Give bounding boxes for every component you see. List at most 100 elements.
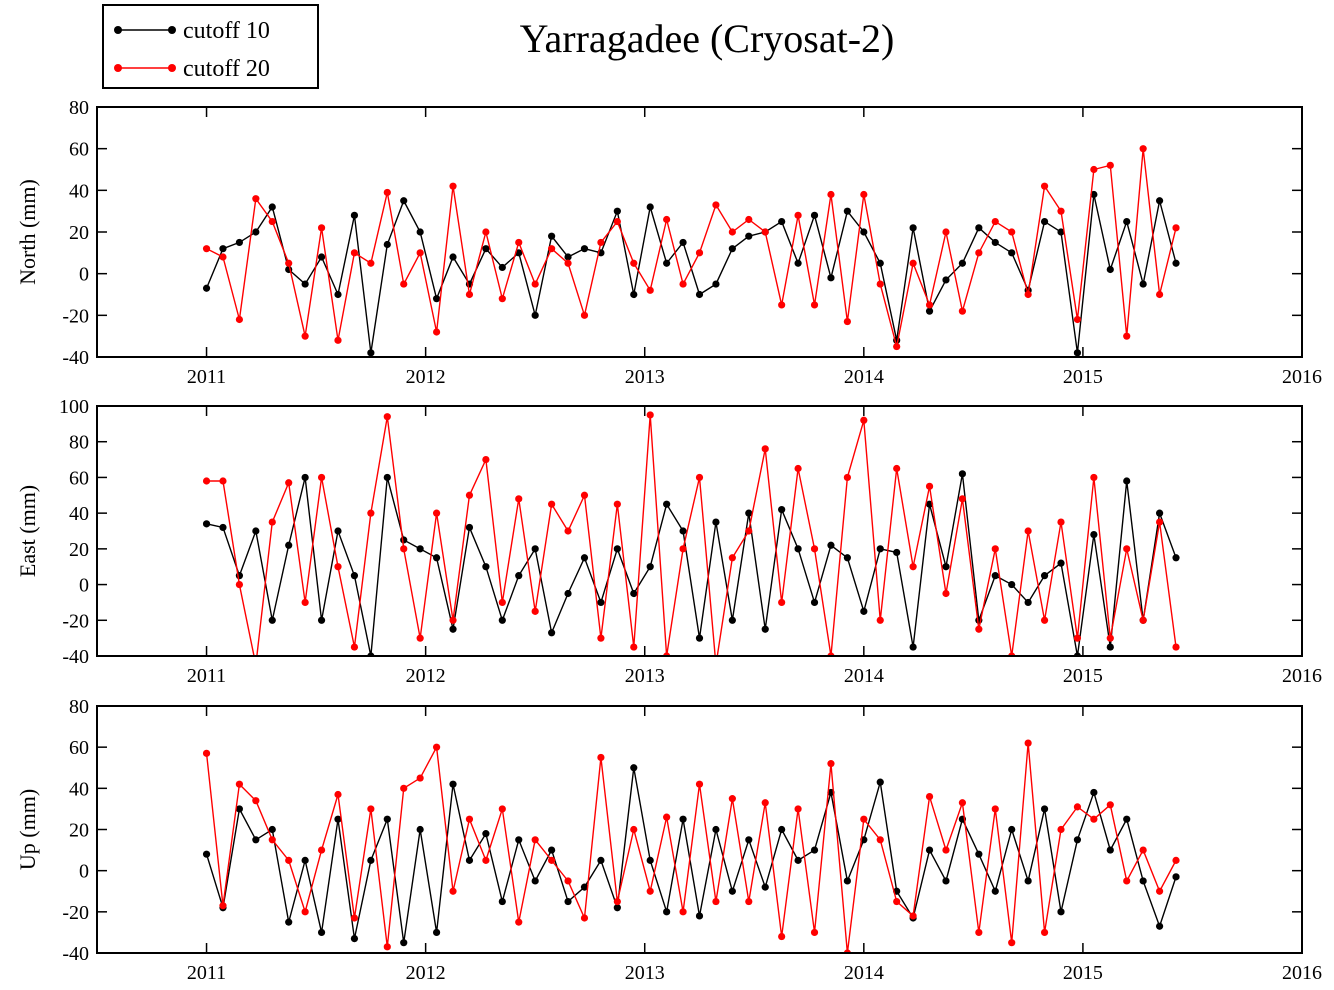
data-point [1008,580,1016,589]
data-point [810,928,819,937]
x-tick-label: 2015 [1063,665,1103,687]
data-point [909,912,917,920]
data-point [909,259,917,267]
data-point [991,217,999,226]
data-point [761,799,769,807]
data-point [843,473,851,482]
data-point [876,280,884,288]
data-point [925,846,934,854]
data-point [1073,349,1082,357]
y-tick-label: 60 [69,737,89,759]
y-tick-label: 40 [69,778,89,800]
data-point [252,797,260,805]
data-point [432,295,441,303]
data-point [1090,530,1098,539]
data-point [794,259,802,267]
data-point [1024,527,1032,535]
data-point [597,634,605,642]
data-point [909,643,917,651]
data-point [1090,190,1098,199]
x-tick-label: 2015 [1063,366,1103,388]
data-point [958,259,967,267]
legend-label: cutoff 10 [183,18,270,44]
data-point [432,928,441,937]
data-point [1057,518,1065,526]
data-point [498,598,506,607]
data-point [1024,290,1032,299]
data-point [383,473,391,482]
data-point [893,464,901,473]
data-point [1123,815,1131,823]
data-point [1123,217,1131,226]
data-point [432,509,441,517]
data-point [383,815,391,823]
data-point [1139,877,1147,885]
x-tick-label: 2014 [844,962,884,984]
y-tick-label: 60 [69,139,89,161]
data-point [646,286,654,294]
data-point [876,836,884,844]
data-point [334,290,342,299]
data-point [876,545,884,553]
data-point [761,445,769,453]
data-point [679,545,687,553]
y-tick-label: 20 [69,820,89,842]
data-point [317,616,326,624]
data-point [613,207,621,215]
y-tick-label: -40 [62,646,89,668]
x-tick-label: 2011 [187,366,226,388]
data-point [580,311,589,319]
data-point [893,548,901,557]
data-point [548,856,556,864]
data-point [564,877,572,885]
data-point [400,536,408,544]
data-point [613,897,621,906]
data-point [350,572,359,580]
data-point [860,190,868,199]
data-point [1008,228,1016,236]
data-point [235,238,244,247]
data-point [1008,249,1016,257]
data-point [1008,939,1016,947]
data-point [991,238,999,247]
data-point [1106,634,1114,642]
data-point [580,914,589,922]
series-line [206,148,1177,347]
data-point [252,661,259,668]
y-tick-label: -20 [62,902,89,924]
data-point [597,598,605,607]
data-point [778,505,786,514]
data-point [432,328,441,336]
data-point [630,643,638,651]
data-point [745,527,753,535]
data-point [695,290,704,299]
data-point [1155,518,1164,526]
data-point [712,201,720,209]
x-tick-label: 2016 [1282,366,1322,388]
data-point [482,228,490,236]
data-point [925,301,934,309]
data-point [268,616,276,624]
data-point [301,598,309,607]
data-point [679,280,687,288]
data-point [876,259,884,267]
data-point [630,589,638,598]
data-point [794,545,802,553]
data-point [235,780,244,788]
y-tick-label: -40 [62,943,89,965]
data-point [663,500,671,508]
data-point [1090,815,1098,823]
data-point [548,232,556,240]
data-point [794,464,802,473]
legend-marker [114,64,122,72]
data-point [268,518,276,526]
data-point [515,572,523,580]
data-point [416,634,424,642]
data-point [334,815,342,823]
data-point [663,259,671,267]
data-point [876,616,884,624]
data-point [482,455,490,464]
data-point [301,908,309,916]
series-line [205,742,1177,953]
data-point [580,245,589,253]
